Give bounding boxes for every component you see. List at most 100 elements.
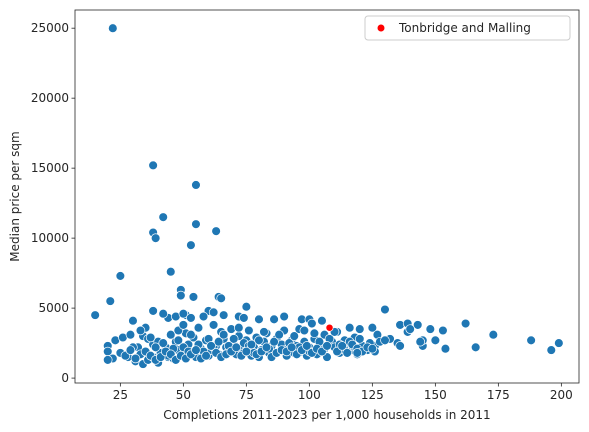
data-point — [218, 310, 229, 320]
legend-label: Tonbridge and Malling — [398, 21, 531, 35]
y-tick-label: 5000 — [38, 301, 69, 315]
data-point — [259, 327, 269, 337]
data-point — [337, 341, 347, 351]
data-point — [201, 350, 211, 361]
data-point — [158, 338, 168, 348]
points-layer — [90, 23, 564, 369]
data-point — [246, 339, 257, 350]
data-point — [231, 342, 242, 353]
data-point — [405, 324, 415, 334]
data-point — [148, 160, 158, 171]
data-point — [166, 329, 176, 340]
data-point — [440, 343, 451, 354]
legend-marker-highlight — [377, 24, 385, 32]
data-point — [554, 338, 564, 348]
data-point — [178, 308, 189, 319]
data-point — [526, 335, 536, 346]
data-point — [488, 329, 499, 340]
data-point — [322, 341, 332, 351]
data-point — [470, 342, 481, 353]
data-point — [438, 325, 448, 336]
x-axis-ticks: 25 50 75 100 125 150 175 200 — [113, 383, 573, 402]
x-tick-label: 200 — [550, 388, 573, 402]
x-tick-label: 175 — [487, 388, 510, 402]
data-point — [135, 325, 146, 336]
data-point — [191, 219, 201, 229]
data-point — [130, 353, 141, 364]
data-point — [216, 293, 226, 304]
data-point — [211, 226, 221, 236]
data-point — [125, 329, 136, 340]
x-tick-label: 150 — [424, 388, 447, 402]
data-point — [430, 335, 441, 346]
x-tick-label: 25 — [113, 388, 128, 402]
y-tick-label: 10000 — [31, 231, 69, 245]
data-point — [309, 328, 320, 339]
highlight-point — [325, 323, 334, 332]
data-point — [367, 322, 378, 333]
data-point — [279, 311, 289, 322]
data-point — [108, 23, 118, 33]
data-point — [176, 290, 186, 301]
data-point — [125, 345, 136, 355]
data-point — [158, 212, 168, 222]
legend: Tonbridge and Malling — [364, 15, 571, 41]
data-point — [186, 313, 196, 323]
data-point — [208, 307, 219, 318]
y-tick-label: 25000 — [31, 21, 69, 35]
axes-frame — [74, 9, 580, 384]
data-point — [145, 332, 156, 343]
data-point — [148, 306, 158, 316]
data-point — [186, 329, 196, 340]
data-point — [342, 348, 352, 358]
data-point — [208, 320, 219, 330]
data-point — [286, 342, 297, 353]
x-tick-label: 75 — [239, 388, 254, 402]
data-point — [90, 310, 100, 320]
data-point — [380, 304, 390, 315]
data-point — [150, 342, 161, 353]
data-point — [380, 335, 390, 346]
data-point — [289, 331, 299, 341]
data-point — [269, 314, 279, 325]
data-point — [103, 355, 113, 365]
data-point — [173, 335, 184, 346]
data-point — [254, 314, 264, 325]
data-point — [317, 315, 327, 326]
data-point — [244, 325, 254, 336]
y-axis-ticks: 0 5000 10000 15000 20000 25000 — [31, 21, 75, 385]
y-tick-label: 0 — [61, 371, 69, 385]
y-tick-label: 15000 — [31, 161, 69, 175]
data-point — [546, 345, 557, 355]
data-point — [302, 341, 312, 351]
x-tick-label: 100 — [298, 388, 321, 402]
data-point — [191, 345, 201, 355]
data-point — [193, 322, 204, 333]
data-point — [198, 311, 209, 322]
data-point — [158, 308, 168, 319]
data-point — [191, 180, 201, 190]
data-point — [234, 322, 244, 333]
x-axis-label: Completions 2011-2023 per 1,000 househol… — [163, 408, 490, 422]
data-point — [415, 336, 425, 347]
data-point — [218, 329, 229, 340]
data-point — [254, 335, 264, 346]
data-point — [269, 336, 279, 347]
legend-box — [364, 15, 571, 41]
data-point — [241, 301, 252, 312]
data-point — [150, 233, 161, 243]
data-point — [355, 324, 365, 334]
y-axis-label: Median price per sqm — [8, 131, 22, 261]
data-point — [213, 336, 224, 347]
data-point — [166, 266, 176, 277]
data-point — [412, 320, 423, 330]
data-point — [115, 271, 126, 281]
data-point — [395, 341, 405, 351]
data-point — [299, 325, 310, 336]
data-point — [367, 343, 378, 354]
data-point — [206, 341, 216, 351]
data-point — [128, 315, 138, 326]
x-tick-label: 50 — [176, 388, 191, 402]
x-tick-label: 125 — [361, 388, 384, 402]
